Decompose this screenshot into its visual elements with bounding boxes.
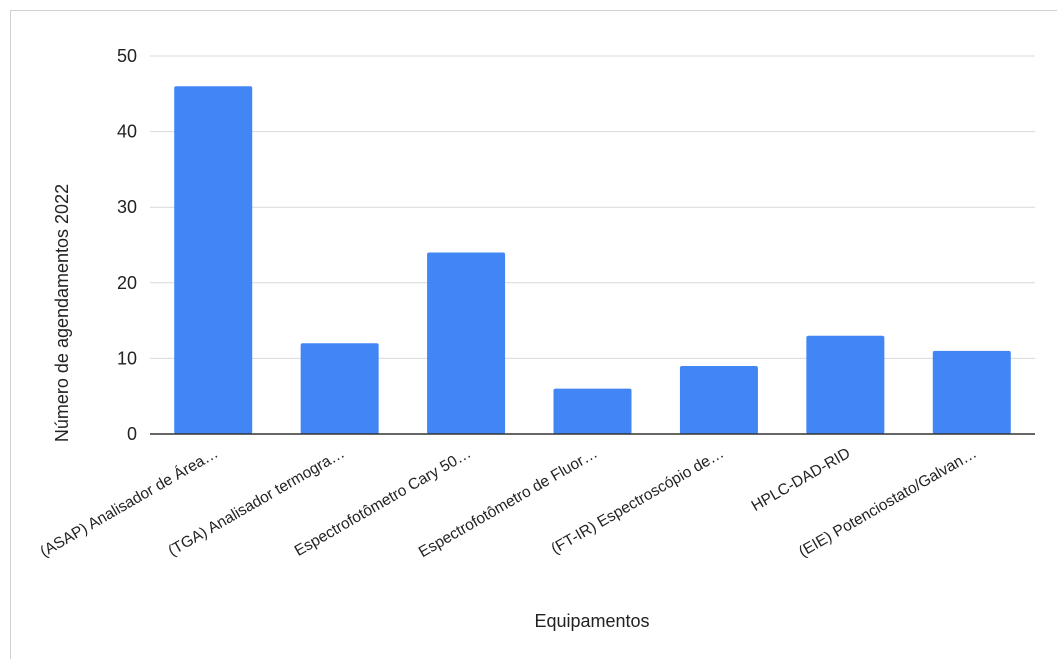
bar[interactable] xyxy=(427,252,506,434)
bar[interactable] xyxy=(806,335,885,434)
y-axis-title: Número de agendamentos 2022 xyxy=(52,184,72,442)
y-tick-label: 0 xyxy=(127,424,137,444)
y-tick-label: 30 xyxy=(117,197,137,217)
y-tick-label: 50 xyxy=(117,46,137,66)
bar[interactable] xyxy=(932,350,1011,434)
x-tick-labels: (ASAP) Analisador de Área…(TGA) Analisad… xyxy=(37,445,979,561)
x-axis-title: Equipamentos xyxy=(534,611,649,631)
bars xyxy=(174,86,1011,435)
y-tick-label: 10 xyxy=(117,348,137,368)
y-tick-label: 40 xyxy=(117,122,137,142)
gridlines xyxy=(150,55,1035,359)
bar[interactable] xyxy=(679,365,758,434)
y-tick-labels: 0 10 20 30 40 50 xyxy=(117,46,137,444)
bar[interactable] xyxy=(174,86,253,435)
bar[interactable] xyxy=(553,388,632,434)
y-tick-label: 20 xyxy=(117,273,137,293)
x-tick-label: HPLC-DAD-RID xyxy=(749,445,854,515)
bar[interactable] xyxy=(300,343,379,434)
